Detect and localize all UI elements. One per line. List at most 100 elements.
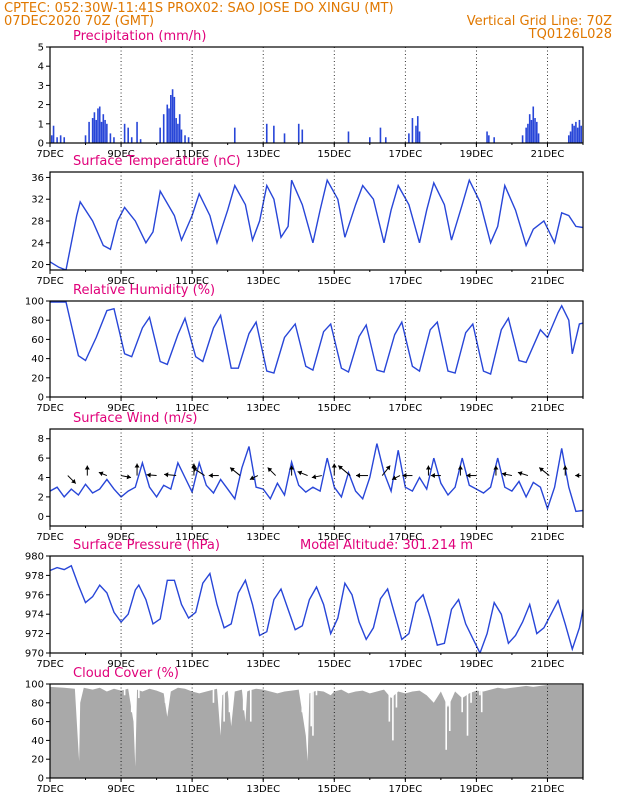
precip-bar — [283, 133, 286, 143]
x-tick-label: 17DEC — [388, 659, 422, 670]
wind-arrow — [311, 474, 322, 480]
precip-bar — [534, 118, 536, 143]
cloud-gap — [249, 684, 252, 722]
x-tick-label: 9DEC — [107, 532, 134, 543]
wind-arrow-head — [71, 478, 76, 484]
x-tick-label: 15DEC — [317, 276, 351, 287]
wind-arrow — [466, 473, 477, 479]
x-tick-label: 15DEC — [317, 784, 351, 795]
x-tick-label: 7DEC — [36, 532, 63, 543]
wind-arrow — [134, 463, 140, 476]
precip-bar — [301, 129, 304, 143]
y-tick-label: 6 — [38, 454, 44, 465]
cloud-gap — [392, 684, 394, 741]
precip-bar — [171, 89, 174, 143]
precip-bar — [106, 123, 108, 143]
wind-arrow-head — [311, 474, 317, 480]
wind-arrow-head — [517, 471, 523, 476]
wind-arrow-head — [208, 473, 213, 479]
x-tick-label: 7DEC — [36, 276, 63, 287]
y-tick-label: 974 — [25, 610, 44, 621]
precip-bar — [123, 123, 126, 143]
x-tick-label: 13DEC — [246, 149, 280, 160]
precip-bar — [177, 123, 179, 143]
header-location: CPTEC: 052:30W-11:41S PROX02: SAO JOSE D… — [4, 1, 394, 16]
y-tick-label: 2 — [38, 100, 44, 111]
panel-frame-pressure — [49, 555, 584, 654]
wind-arrow-head — [134, 463, 140, 468]
cloud-gap — [164, 684, 167, 703]
precip-bar — [537, 133, 540, 143]
x-tick-label: 9DEC — [107, 149, 134, 160]
precip-bar — [100, 121, 103, 143]
x-tick-label: 21DEC — [531, 784, 565, 795]
header-model: TQ0126L028 — [528, 27, 612, 42]
precip-bar — [50, 135, 53, 143]
panel-pressure: Surface Pressure (hPa) Model Altitude: 30… — [25, 538, 584, 670]
wind-arrow — [164, 472, 177, 478]
x-tick-label: 13DEC — [246, 532, 280, 543]
cloud-gap — [315, 684, 318, 696]
y-tick-label: 0 — [38, 139, 44, 150]
cloud-gap — [228, 684, 231, 713]
precip-bar — [127, 127, 129, 143]
x-tick-label: 15DEC — [317, 149, 351, 160]
y-tick-label: 100 — [25, 297, 44, 308]
y-tick-label: 100 — [25, 680, 44, 691]
panel-frame-cloud — [49, 683, 584, 779]
x-tick-label: 9DEC — [107, 784, 134, 795]
x-tick-label: 9DEC — [107, 403, 134, 414]
precip-bar — [178, 114, 181, 143]
wind-arrow — [337, 465, 351, 476]
series-line-pressure — [50, 564, 583, 653]
x-tick-label: 17DEC — [388, 149, 422, 160]
wind-arrow-head — [192, 467, 198, 472]
x-tick-label: 15DEC — [317, 403, 351, 414]
precip-bar — [180, 129, 183, 143]
x-tick-label: 19DEC — [460, 276, 494, 287]
precip-bar — [233, 127, 236, 143]
wind-arrow — [331, 463, 337, 476]
y-tick-label: 32 — [31, 195, 44, 206]
wind-arrow — [192, 467, 205, 476]
precip-bar — [175, 118, 177, 143]
wind-arrow-head — [289, 465, 295, 470]
precip-bar — [88, 121, 90, 143]
x-tick-label: 11DEC — [175, 276, 209, 287]
wind-arrow — [391, 475, 401, 481]
wind-arrow-head — [126, 474, 132, 480]
wind-arrow-head — [466, 473, 471, 479]
x-tick-label: 21DEC — [531, 403, 565, 414]
precip-bar — [532, 106, 535, 143]
cloud-gap — [445, 684, 447, 750]
precip-bar — [109, 133, 112, 143]
x-tick-label: 19DEC — [460, 403, 494, 414]
precip-bar — [486, 131, 488, 143]
cloud-gap — [123, 684, 126, 696]
precip-bar — [52, 125, 55, 143]
wind-arrow — [267, 467, 276, 476]
wind-arrow-head — [539, 467, 544, 473]
precip-bar — [347, 131, 350, 143]
header: CPTEC: 052:30W-11:41S PROX02: SAO JOSE D… — [4, 1, 612, 42]
precip-bar — [93, 112, 96, 143]
panel-frame-precip — [49, 46, 584, 144]
wind-arrow — [493, 465, 499, 476]
cloud-gap — [138, 684, 140, 699]
wind-arrow-head — [425, 465, 431, 470]
wind-arrow-head — [98, 471, 104, 477]
wind-arrow — [381, 465, 391, 476]
x-tick-label: 9DEC — [107, 659, 134, 670]
cloud-gap — [395, 684, 398, 708]
x-tick-label: 13DEC — [246, 403, 280, 414]
wind-arrow-head — [402, 473, 407, 479]
wind-arrow-head — [338, 465, 343, 471]
y-tick-label: 980 — [25, 552, 44, 563]
y-tick-label: 0 — [38, 393, 44, 404]
precip-bar — [384, 137, 387, 143]
cloud-gap — [450, 684, 453, 699]
wind-arrow-head — [501, 471, 507, 477]
x-tick-label: 7DEC — [36, 403, 63, 414]
y-tick-label: 8 — [38, 434, 44, 445]
